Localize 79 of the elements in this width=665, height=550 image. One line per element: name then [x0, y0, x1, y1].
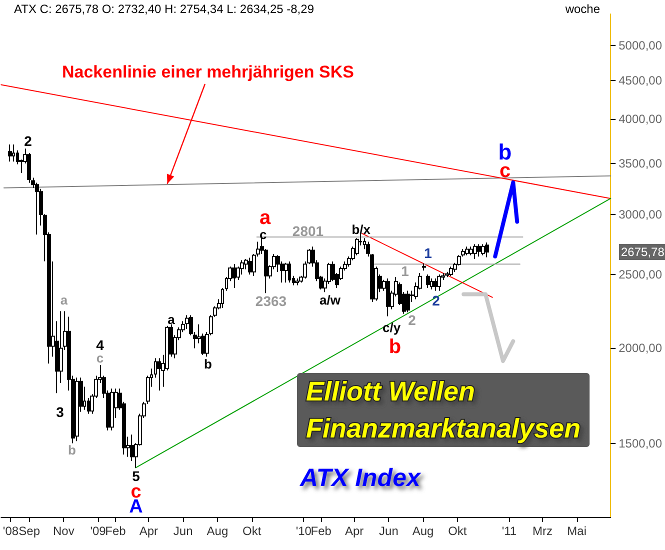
x-tick-label: '11 — [502, 524, 517, 538]
y-tick-label: 4500,00 — [618, 73, 662, 88]
annotation: 3 — [56, 404, 64, 420]
candlestick — [449, 266, 453, 276]
candlestick — [110, 388, 114, 431]
y-tick-label: 3500,00 — [618, 156, 662, 170]
text: Finanzmarktanalysen — [306, 414, 581, 444]
x-tick-label: Okt — [242, 524, 262, 538]
candlestick — [426, 274, 430, 288]
annotation: b/x — [352, 222, 372, 237]
annotation: b — [388, 336, 402, 358]
candlestick — [288, 261, 291, 284]
x-tick-label: Mai — [567, 524, 586, 538]
x-tick-label: Aug — [206, 524, 228, 538]
candlestick — [437, 274, 441, 292]
y-tick-label: 2500,00 — [618, 268, 662, 282]
annotation: c/y — [382, 320, 402, 336]
annotation: 2 — [408, 312, 416, 328]
text: Elliott Wellen — [306, 376, 476, 406]
x-tick-label: Aug — [412, 524, 434, 538]
x-tick-label: Nov — [52, 524, 74, 538]
annotation: a — [259, 207, 272, 229]
candlestick — [386, 278, 390, 317]
x-tick-label: Jun — [379, 524, 398, 538]
x-tick-label: '10 — [296, 524, 312, 538]
candlestick — [430, 278, 433, 290]
candlestick — [12, 144, 15, 162]
candlestick — [422, 262, 426, 272]
candlestick — [221, 287, 224, 308]
candlestick — [433, 278, 437, 292]
x-tick-label: Apr — [139, 524, 158, 538]
x-tick-label: Apr — [344, 524, 364, 538]
annotation: 2 — [24, 133, 32, 149]
annotation: 2363 — [255, 293, 287, 309]
text: 2675,78 — [621, 245, 665, 260]
candlestick — [477, 244, 481, 257]
annotation: a/w — [320, 292, 342, 308]
annotation: 2 — [432, 292, 440, 308]
y-tick-label: 5000,00 — [618, 38, 662, 52]
candlestick — [35, 182, 39, 235]
annotation: a — [168, 312, 176, 328]
annotation: woche — [564, 2, 600, 16]
candlestick — [157, 358, 161, 391]
y-tick-label: 2000,00 — [618, 341, 662, 356]
x-tick-label: Jun — [173, 524, 193, 538]
x-tick-label: Feb — [105, 524, 126, 538]
candlestick — [481, 244, 485, 256]
candlestick — [232, 264, 236, 288]
x-tick-label: '08 — [2, 524, 19, 538]
candlestick — [485, 242, 489, 258]
annotation: ATX Index — [299, 464, 422, 492]
x-tick-label: Mrz — [532, 524, 552, 538]
annotation: 1 — [424, 245, 432, 261]
candlestick — [406, 290, 410, 313]
annotation: a — [60, 292, 68, 308]
annotation: c — [96, 350, 104, 366]
candlestick — [295, 278, 299, 286]
candlestick — [8, 144, 12, 162]
y-tick-label: 4000,00 — [618, 112, 662, 126]
x-tick-label: Feb — [310, 524, 332, 538]
x-tick-label: Sep — [18, 524, 40, 538]
candlestick — [75, 377, 79, 442]
x-tick-label: '09 — [90, 524, 106, 538]
annotation: Nackenlinie einer mehrjährigen SKS — [62, 62, 354, 82]
annotation: b — [204, 356, 212, 372]
candlestick — [284, 262, 288, 284]
annotation: b — [68, 442, 76, 458]
annotation: ATX C: 2675,78 O: 2732,40 H: 2754,34 L: 2634,25 -8,29 — [14, 2, 314, 16]
annotation: 4 — [96, 337, 104, 353]
candlestick — [248, 257, 252, 275]
x-tick-label: Okt — [448, 524, 468, 538]
annotation: 5 — [132, 468, 140, 484]
candlestick — [469, 246, 473, 256]
candlestick — [465, 246, 469, 256]
y-tick-label: 3000,00 — [618, 207, 662, 222]
y-tick-label: 1500,00 — [618, 436, 662, 450]
candlestick — [473, 244, 477, 260]
annotation: 2801 — [292, 223, 324, 239]
annotation: 1 — [401, 263, 410, 279]
